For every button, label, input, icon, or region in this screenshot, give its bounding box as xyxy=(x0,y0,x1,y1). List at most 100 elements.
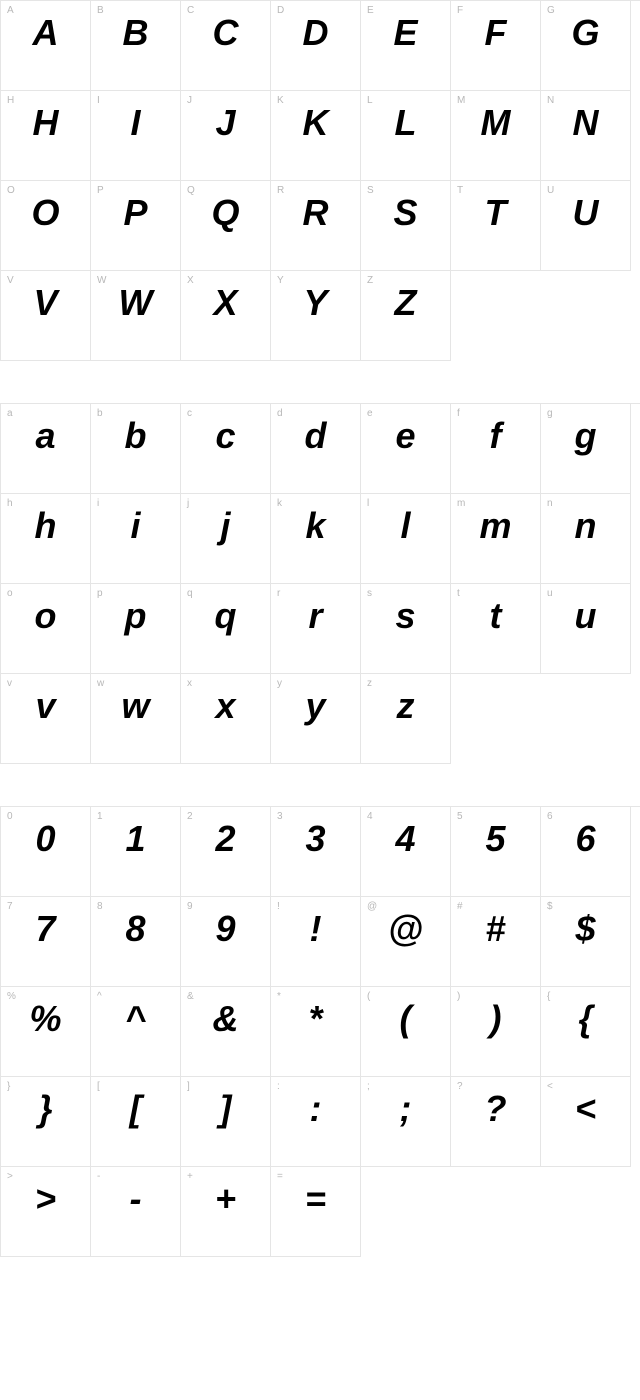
glyph-cell-glyph: L xyxy=(361,101,450,144)
glyph-cell: 44 xyxy=(361,807,451,897)
glyph-cell: MM xyxy=(451,91,541,181)
glyph-cell: DD xyxy=(271,1,361,91)
glyph-cell: WW xyxy=(91,271,181,361)
glyph-cell-glyph: 5 xyxy=(451,817,540,860)
glyph-cell: && xyxy=(181,987,271,1077)
glyph-cell-glyph: a xyxy=(1,414,90,457)
glyph-cell: ZZ xyxy=(361,271,451,361)
glyph-cell-glyph: E xyxy=(361,11,450,54)
glyph-cell: RR xyxy=(271,181,361,271)
glyph-cell-glyph: e xyxy=(361,414,450,457)
glyph-cell-glyph: 7 xyxy=(1,907,90,950)
glyph-cell-glyph: 3 xyxy=(271,817,360,860)
glyph-cell: ?? xyxy=(451,1077,541,1167)
glyph-cell: == xyxy=(271,1167,361,1257)
glyph-cell: -- xyxy=(91,1167,181,1257)
glyph-cell: << xyxy=(541,1077,631,1167)
glyph-cell-glyph: 1 xyxy=(91,817,180,860)
glyph-section-numbers-symbols: 00112233445566778899!!@@##$$%%^^&&**(())… xyxy=(0,806,640,1257)
glyph-cell: CC xyxy=(181,1,271,91)
glyph-cell-glyph: T xyxy=(451,191,540,234)
glyph-cell: HH xyxy=(1,91,91,181)
glyph-cell: @@ xyxy=(361,897,451,987)
glyph-cell: qq xyxy=(181,584,271,674)
glyph-cell: 77 xyxy=(1,897,91,987)
glyph-cell: )) xyxy=(451,987,541,1077)
glyph-cell: QQ xyxy=(181,181,271,271)
glyph-cell-glyph: Q xyxy=(181,191,270,234)
glyph-cell: %% xyxy=(1,987,91,1077)
glyph-cell: GG xyxy=(541,1,631,91)
glyph-cell-glyph: s xyxy=(361,594,450,637)
glyph-cell: PP xyxy=(91,181,181,271)
glyph-cell-glyph: l xyxy=(361,504,450,547)
glyph-cell-glyph: q xyxy=(181,594,270,637)
glyph-cell: ll xyxy=(361,494,451,584)
glyph-cell-glyph: v xyxy=(1,684,90,727)
glyph-cell-glyph: @ xyxy=(361,907,450,950)
glyph-cell: nn xyxy=(541,494,631,584)
glyph-cell-glyph: < xyxy=(541,1087,630,1130)
glyph-cell-glyph: > xyxy=(1,1177,90,1220)
glyph-cell: rr xyxy=(271,584,361,674)
glyph-cell-glyph: I xyxy=(91,101,180,144)
glyph-cell-glyph: f xyxy=(451,414,540,457)
glyph-cell-glyph: $ xyxy=(541,907,630,950)
glyph-cell-glyph: - xyxy=(91,1177,180,1220)
glyph-cell: mm xyxy=(451,494,541,584)
glyph-cell: XX xyxy=(181,271,271,361)
glyph-cell: BB xyxy=(91,1,181,91)
glyph-cell: zz xyxy=(361,674,451,764)
glyph-cell-glyph: B xyxy=(91,11,180,54)
glyph-cell-glyph: ! xyxy=(271,907,360,950)
glyph-cell-glyph: 4 xyxy=(361,817,450,860)
glyph-cell: $$ xyxy=(541,897,631,987)
glyph-cell-glyph: x xyxy=(181,684,270,727)
glyph-grid: aabbccddeeffgghhiijjkkllmmnnooppqqrrsstt… xyxy=(0,403,640,764)
glyph-cell-glyph: t xyxy=(451,594,540,637)
glyph-cell: ee xyxy=(361,404,451,494)
glyph-cell: yy xyxy=(271,674,361,764)
glyph-cell-glyph: w xyxy=(91,684,180,727)
glyph-cell-glyph: c xyxy=(181,414,270,457)
glyph-cell: }} xyxy=(1,1077,91,1167)
glyph-cell: pp xyxy=(91,584,181,674)
glyph-cell-glyph: R xyxy=(271,191,360,234)
glyph-cell: kk xyxy=(271,494,361,584)
glyph-cell-glyph: [ xyxy=(91,1087,180,1130)
glyph-cell-glyph: P xyxy=(91,191,180,234)
glyph-cell: NN xyxy=(541,91,631,181)
glyph-cell-glyph: V xyxy=(1,281,90,324)
glyph-cell: uu xyxy=(541,584,631,674)
glyph-cell-glyph: W xyxy=(91,281,180,324)
glyph-cell: oo xyxy=(1,584,91,674)
glyph-cell-glyph: ? xyxy=(451,1087,540,1130)
glyph-cell: FF xyxy=(451,1,541,91)
glyph-cell: ^^ xyxy=(91,987,181,1077)
glyph-cell: !! xyxy=(271,897,361,987)
glyph-cell-glyph: O xyxy=(1,191,90,234)
glyph-cell: 33 xyxy=(271,807,361,897)
glyph-cell: ii xyxy=(91,494,181,584)
glyph-cell: OO xyxy=(1,181,91,271)
glyph-cell: EE xyxy=(361,1,451,91)
glyph-cell: ** xyxy=(271,987,361,1077)
glyph-cell: 99 xyxy=(181,897,271,987)
glyph-cell-glyph: ) xyxy=(451,997,540,1040)
glyph-cell: ff xyxy=(451,404,541,494)
glyph-cell-glyph: Z xyxy=(361,281,450,324)
glyph-cell-glyph: } xyxy=(1,1087,90,1130)
glyph-cell-glyph: k xyxy=(271,504,360,547)
glyph-cell: jj xyxy=(181,494,271,584)
glyph-cell-glyph: M xyxy=(451,101,540,144)
glyph-cell-glyph: ; xyxy=(361,1087,450,1130)
glyph-cell-glyph: X xyxy=(181,281,270,324)
glyph-cell-glyph: g xyxy=(541,414,630,457)
glyph-cell-glyph: C xyxy=(181,11,270,54)
glyph-cell-glyph: i xyxy=(91,504,180,547)
glyph-cell-glyph: ^ xyxy=(91,997,180,1040)
glyph-cell-glyph: K xyxy=(271,101,360,144)
glyph-cell-glyph: u xyxy=(541,594,630,637)
glyph-cell-glyph: H xyxy=(1,101,90,144)
glyph-cell-glyph: p xyxy=(91,594,180,637)
